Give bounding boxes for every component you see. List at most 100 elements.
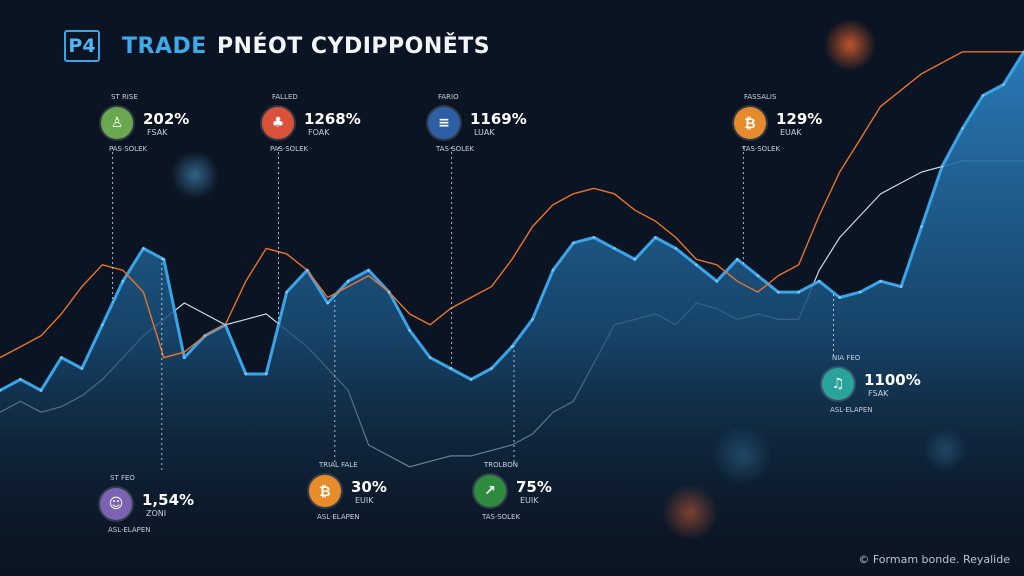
data-point-17 — [346, 279, 350, 283]
series-line-orange — [0, 51, 1024, 359]
data-point-47 — [961, 126, 964, 130]
robot-icon: ☺ — [100, 488, 132, 520]
callout-bottom-label: ASL·ELAPEN — [830, 406, 873, 414]
title-rest: PNÉOT CYDIPPONĚTS — [216, 33, 491, 59]
callout-percent: 1268% — [304, 110, 361, 128]
data-point-26 — [531, 318, 534, 321]
data-point-43 — [879, 279, 882, 283]
callout-bottom-label: ASL·ELAPEN — [317, 513, 360, 521]
callout-bottom-label: TAS·SOLEK — [742, 145, 781, 153]
data-point-37 — [756, 274, 760, 278]
callout-top-label: FALLED — [272, 93, 298, 101]
bitcoin-icon: ₿ — [309, 475, 341, 507]
data-point-7 — [142, 247, 145, 250]
callout-percent: 202% — [143, 110, 190, 128]
data-point-28 — [572, 241, 575, 245]
data-point-46 — [940, 165, 944, 168]
data-point-3 — [60, 356, 63, 359]
header: P4 TRADE PNÉOT CYDIPPONĚTS — [64, 30, 490, 62]
data-point-18 — [367, 268, 370, 272]
data-point-24 — [490, 367, 493, 370]
callout-unit: FOAK — [308, 128, 330, 137]
data-point-39 — [797, 290, 801, 294]
callout-unit: LUAK — [474, 128, 495, 137]
decor-glow-orange-top — [824, 19, 876, 71]
callout-top-label: ST RISE — [111, 93, 138, 101]
data-point-21 — [428, 356, 432, 359]
data-point-16 — [326, 301, 330, 305]
data-point-33 — [674, 247, 678, 250]
data-point-34 — [694, 263, 698, 267]
callout-bottom-label: PAS·SOLEK — [109, 145, 148, 153]
footer-credit: © Formam bonde. Reyalide — [858, 553, 1010, 566]
data-point-40 — [817, 279, 821, 283]
data-point-36 — [735, 257, 739, 261]
callout-unit: ZONI — [146, 509, 167, 518]
data-point-12 — [244, 372, 248, 376]
data-point-4 — [80, 367, 84, 370]
page-title: TRADE PNÉOT CYDIPPONĚTS — [122, 34, 490, 59]
data-point-11 — [223, 323, 227, 327]
callout-percent: 75% — [516, 478, 552, 496]
title-accent: TRADE — [122, 33, 207, 59]
note-icon: ♫ — [822, 368, 854, 400]
data-point-14 — [285, 290, 289, 294]
decor-glow-blue-left — [171, 151, 219, 199]
data-point-31 — [633, 257, 637, 261]
data-point-30 — [613, 247, 616, 250]
callout-percent: 1169% — [470, 110, 527, 128]
callout-top-label: TRIAL FALE — [319, 461, 358, 469]
data-point-25 — [510, 345, 514, 349]
series-area-main — [0, 51, 1024, 576]
callout-percent: 129% — [776, 110, 823, 128]
data-point-41 — [838, 296, 842, 299]
callout-top-label: NIA FEO — [832, 354, 861, 362]
callout-bottom-label: TAS·SOLEK — [436, 145, 475, 153]
data-point-2 — [39, 389, 43, 392]
callout-unit: FSAK — [868, 389, 889, 398]
callout-unit: EUIK — [355, 496, 374, 505]
data-point-5 — [101, 323, 104, 327]
callout-bottom-label: TAS·SOLEK — [482, 513, 521, 521]
data-point-23 — [469, 378, 473, 381]
app-logo: P4 — [64, 30, 100, 62]
data-point-35 — [715, 279, 719, 283]
callout-unit: EUAK — [780, 128, 802, 137]
callout-top-label: FASSALIS — [744, 93, 777, 101]
person-icon: ♙ — [101, 107, 133, 139]
callout-bottom-label: ASL·ELAPEN — [108, 526, 151, 534]
data-point-42 — [858, 290, 862, 294]
callout-top-label: ST FEO — [110, 474, 135, 482]
data-point-0 — [0, 389, 2, 392]
data-point-8 — [162, 257, 166, 261]
data-point-44 — [899, 285, 903, 288]
callout-top-label: FARIO — [438, 93, 459, 101]
callout-unit: EUIK — [520, 496, 539, 505]
data-point-19 — [387, 290, 391, 294]
data-point-20 — [408, 328, 411, 332]
callout-percent: 1100% — [864, 371, 921, 389]
data-point-29 — [592, 236, 596, 239]
data-point-49 — [1002, 83, 1005, 86]
data-point-45 — [920, 225, 923, 229]
callout-bottom-label: PAS·SOLEK — [270, 145, 309, 153]
bitcoin-icon: ₿ — [734, 107, 766, 139]
data-point-10 — [203, 334, 207, 338]
data-point-38 — [776, 290, 780, 294]
data-point-6 — [121, 279, 125, 283]
data-point-9 — [182, 356, 186, 359]
callout-percent: 1,54% — [142, 491, 195, 509]
data-point-32 — [654, 236, 657, 239]
data-point-13 — [264, 372, 268, 376]
callout-percent: 30% — [351, 478, 387, 496]
chart-icon: ↗ — [474, 475, 506, 507]
data-point-1 — [19, 378, 22, 381]
callout-top-label: TROLBON — [484, 461, 518, 469]
callout-unit: FSAK — [147, 128, 168, 137]
data-point-15 — [305, 268, 309, 272]
tree-icon: ♣ — [262, 107, 294, 139]
data-point-48 — [981, 94, 985, 97]
data-point-27 — [551, 268, 555, 272]
